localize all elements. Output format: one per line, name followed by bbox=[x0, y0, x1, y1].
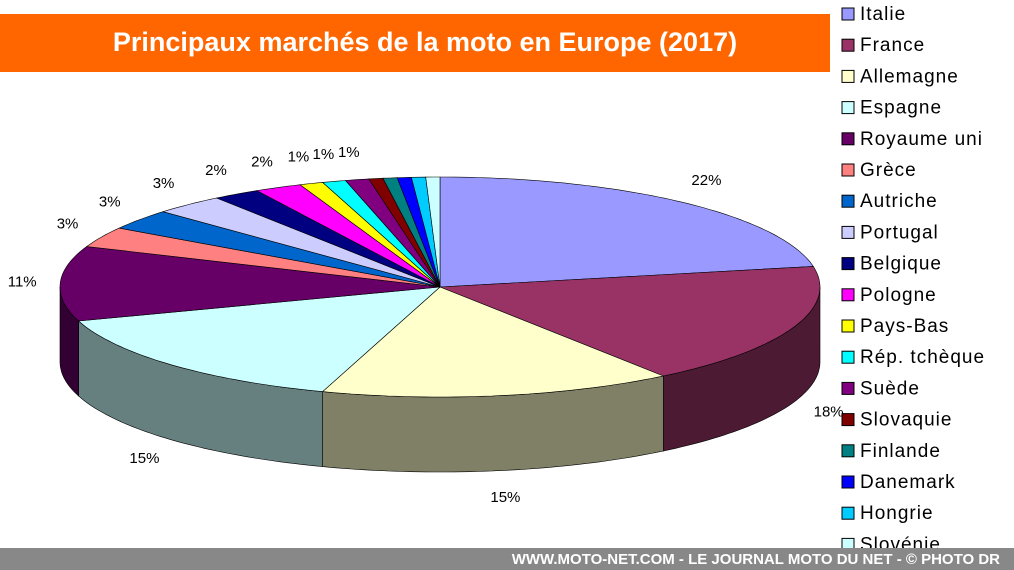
legend-label: Pays-Bas bbox=[860, 316, 949, 337]
data-label: 15% bbox=[129, 450, 159, 467]
legend-label: Autriche bbox=[860, 191, 938, 212]
slice bbox=[255, 184, 441, 288]
slice bbox=[439, 266, 821, 377]
data-label: 2% bbox=[251, 154, 273, 171]
legend-swatch bbox=[841, 319, 855, 333]
legend-label: Grèce bbox=[860, 160, 917, 181]
legend-label: Pologne bbox=[860, 285, 937, 306]
footer: WWW.MOTO-NET.COM - LE JOURNAL MOTO DU NE… bbox=[512, 551, 1000, 568]
pie-sides bbox=[59, 286, 821, 473]
data-label: 2% bbox=[205, 162, 227, 179]
slice bbox=[85, 227, 441, 288]
legend-swatch bbox=[841, 101, 855, 115]
data-label: 3% bbox=[57, 216, 79, 233]
legend: Italie France Allemagne Espagne Royaume uni G… bbox=[841, 4, 985, 555]
legend-label: Finlande bbox=[860, 441, 941, 462]
legend-swatch bbox=[841, 288, 855, 302]
legend-swatch bbox=[841, 132, 855, 146]
legend-label: Belgique bbox=[860, 254, 942, 275]
slice bbox=[59, 246, 441, 322]
data-label: 15% bbox=[490, 489, 520, 506]
data-label: 3% bbox=[153, 175, 175, 192]
legend-swatch bbox=[841, 163, 855, 177]
data-label: 1% bbox=[313, 146, 335, 163]
pie-tops bbox=[59, 176, 821, 398]
legend-swatch bbox=[841, 69, 855, 83]
pie: 22%18%15%15%11%3%3%3%2% 2% 1% 1% 1% bbox=[8, 144, 844, 506]
slice bbox=[439, 176, 814, 288]
legend-swatch bbox=[841, 225, 855, 239]
data-label: 18% bbox=[814, 404, 844, 421]
legend-swatch bbox=[841, 350, 855, 364]
legend-swatch bbox=[841, 506, 855, 520]
data-label: 3% bbox=[99, 194, 121, 211]
slice bbox=[321, 286, 665, 398]
slice bbox=[161, 197, 441, 288]
slice bbox=[118, 211, 441, 288]
legend-label: Suède bbox=[860, 378, 920, 399]
legend-swatch bbox=[841, 381, 855, 395]
legend-label: France bbox=[860, 35, 925, 56]
slice bbox=[77, 286, 441, 392]
legend-label: Italie bbox=[860, 4, 906, 25]
legend-label: Danemark bbox=[860, 472, 956, 493]
slice bbox=[425, 176, 441, 288]
legend-swatch bbox=[841, 413, 855, 427]
legend-label: Slovaquie bbox=[860, 410, 952, 431]
chart-title: Principaux marchés de la moto en Europe … bbox=[113, 27, 737, 57]
legend-swatch bbox=[841, 7, 855, 21]
legend-label: Royaume uni bbox=[860, 129, 983, 150]
data-label: 1% bbox=[338, 144, 360, 161]
legend-label: Espagne bbox=[860, 98, 942, 119]
legend-swatch bbox=[841, 194, 855, 208]
title-banner bbox=[0, 14, 830, 72]
legend-label: Portugal bbox=[860, 222, 939, 243]
legend-label: Hongrie bbox=[860, 503, 934, 524]
footer-bar bbox=[0, 548, 1014, 570]
legend-swatch bbox=[841, 257, 855, 271]
legend-swatch bbox=[841, 475, 855, 489]
legend-swatch bbox=[841, 38, 855, 52]
data-label: 11% bbox=[8, 274, 37, 291]
legend-swatch bbox=[841, 444, 855, 458]
legend-label: Allemagne bbox=[860, 66, 959, 87]
slice bbox=[215, 190, 441, 288]
data-label: 22% bbox=[691, 172, 721, 189]
data-label: 1% bbox=[288, 149, 310, 166]
legend-label: Rép. tchèque bbox=[860, 347, 985, 368]
